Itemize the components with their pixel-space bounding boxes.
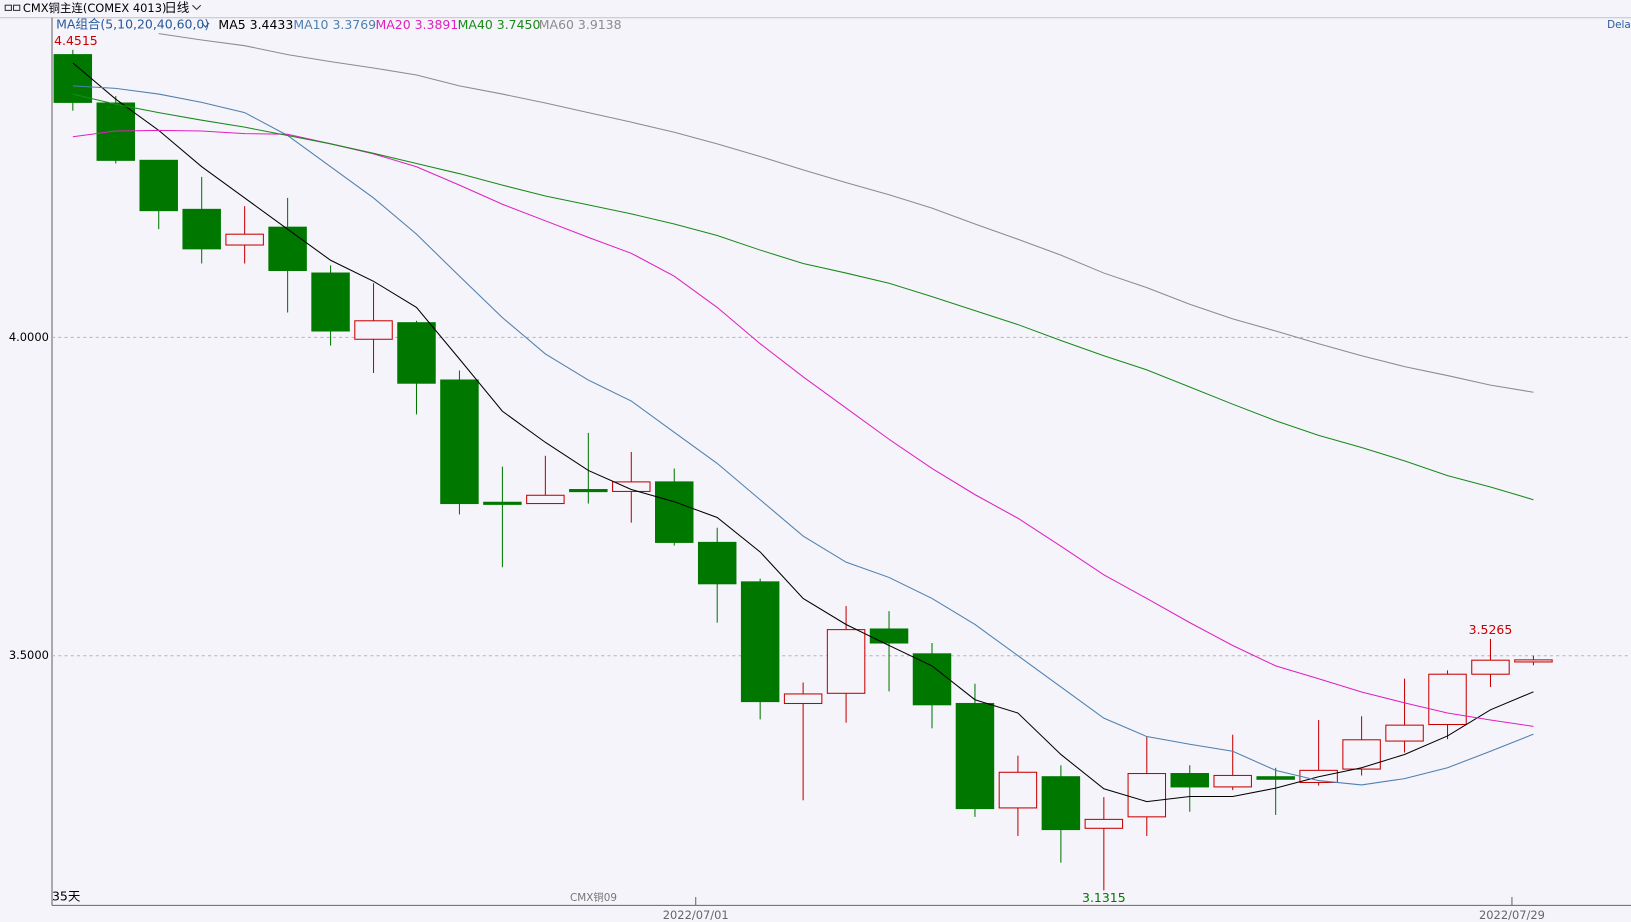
candle-body — [1213, 774, 1252, 788]
candle-body — [397, 322, 436, 384]
candle-body — [1471, 659, 1510, 675]
candle-body — [998, 771, 1038, 809]
candle-body — [1428, 673, 1467, 726]
legend-entry: MA40 3.7450 — [458, 16, 541, 31]
legend-name: MA60 — [539, 16, 574, 31]
contract-label: CMX铜09 — [570, 892, 617, 904]
price-annotation: 3.1315 — [1082, 890, 1126, 905]
y-tick-label: 4.0000 — [9, 330, 49, 344]
instrument-icon — [4, 4, 21, 11]
candle-body — [311, 272, 350, 332]
candle-body — [1514, 659, 1553, 663]
instrument-name[interactable]: CMX铜主连(COMEX 4013) — [23, 1, 167, 15]
right-edge-label: Dela — [1607, 19, 1631, 31]
period-count: 35天 — [52, 889, 81, 904]
ma-line — [72, 62, 1534, 803]
legend-value: 3.3891 — [415, 16, 459, 31]
legend-name: MA20 — [376, 16, 411, 31]
candle-body — [182, 208, 221, 250]
candle-body — [783, 693, 823, 705]
legend-value: 3.3769 — [332, 16, 376, 31]
candle-body — [1041, 776, 1081, 831]
candle-body — [139, 159, 178, 212]
ma-line — [72, 85, 1534, 786]
x-tick-label: 2022/07/29 — [1479, 908, 1545, 922]
candle-body — [268, 226, 307, 272]
legend-value: 3.9138 — [578, 16, 622, 31]
candle-body — [1385, 724, 1424, 742]
legend-name: MA5 — [218, 16, 245, 31]
price-annotation: 3.5265 — [1469, 622, 1513, 637]
period-dropdown[interactable] — [192, 4, 202, 11]
candle-body — [697, 541, 737, 585]
candle-body — [225, 233, 264, 246]
legend-value: 3.7450 — [497, 16, 541, 31]
legend-name: MA40 — [458, 16, 493, 31]
legend-entry: MA20 3.3891 — [376, 16, 459, 31]
candle-body — [483, 501, 522, 505]
x-tick-label: 2022/07/01 — [663, 908, 729, 922]
legend-entry: MA60 3.9138 — [539, 16, 622, 31]
legend-name: MA10 — [293, 16, 328, 31]
legend-entry: MA5 3.4433 — [218, 16, 293, 31]
candle-body — [354, 320, 393, 340]
ma-line — [72, 93, 1534, 501]
ma-line — [158, 33, 1534, 393]
indicator-dropdown[interactable] — [201, 22, 210, 28]
indicator[interactable]: MA组合(5,10,20,40,60,0) — [56, 16, 209, 31]
candle-body — [655, 481, 694, 543]
legend-entry: MA10 3.3769 — [293, 16, 376, 31]
candle-body — [740, 581, 780, 703]
candle-body — [955, 702, 995, 810]
candle-body — [869, 628, 909, 644]
y-tick-label: 3.5000 — [9, 648, 49, 662]
period[interactable]: 日线 — [164, 0, 189, 15]
candle-body — [526, 494, 565, 505]
candle-body — [912, 653, 952, 706]
price-annotation: 4.4515 — [54, 33, 98, 48]
candle-body — [826, 629, 866, 694]
candle-body — [1342, 739, 1381, 770]
candle-body — [1170, 773, 1209, 788]
candle-body — [612, 481, 651, 492]
candle-body — [569, 489, 608, 493]
candle-body — [1084, 818, 1124, 829]
candle-body — [1256, 776, 1295, 780]
candle-body — [53, 54, 93, 103]
candle-body — [1127, 773, 1167, 818]
legend-value: 3.4433 — [250, 16, 294, 31]
candle-body — [440, 379, 479, 505]
candle-body — [96, 102, 136, 161]
